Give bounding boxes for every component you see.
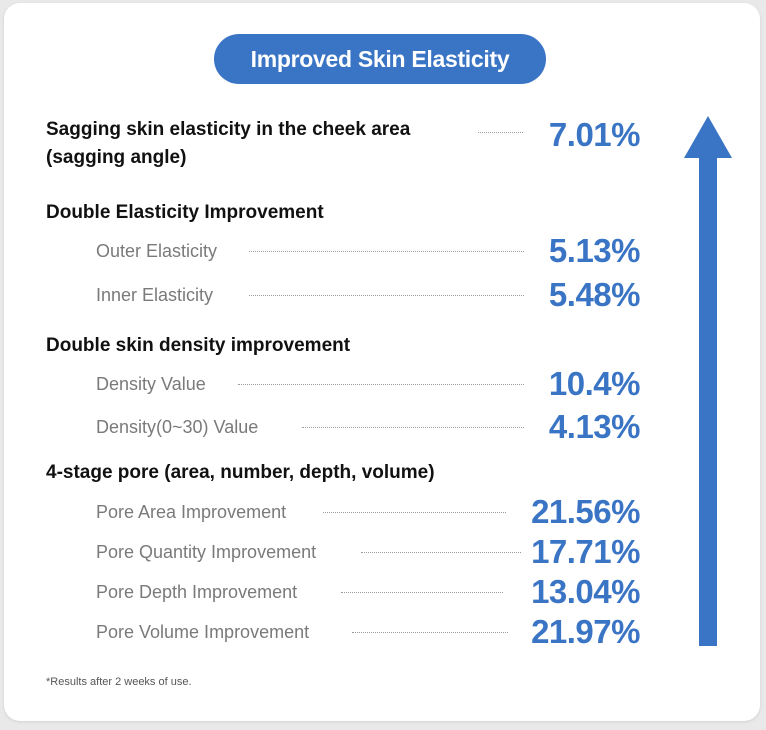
item-label: Outer Elasticity: [96, 241, 218, 261]
dotted-leader: [341, 592, 503, 593]
item-value: 21.56%: [531, 493, 640, 530]
list-item: Pore Volume Improvement 21.97%: [0, 612, 640, 652]
dotted-leader: [352, 632, 508, 633]
item-label: Density(0~30) Value: [96, 417, 259, 437]
dotted-leader: [249, 295, 524, 296]
item-label: Density Value: [96, 374, 206, 394]
item-value: 5.13%: [548, 232, 641, 269]
list-item: Inner Elasticity 5.48%: [0, 275, 641, 315]
top-item-label-line1: Sagging skin elasticity in the cheek are…: [46, 119, 411, 140]
section-heading: Double skin density improvement: [46, 335, 351, 356]
item-label: Pore Volume Improvement: [96, 622, 310, 642]
dotted-leader: [478, 132, 523, 133]
dotted-leader: [361, 552, 521, 553]
item-label: Inner Elasticity: [96, 285, 214, 305]
list-item: Pore Depth Improvement 13.04%: [0, 572, 640, 612]
list-item: Outer Elasticity 5.13%: [0, 231, 641, 271]
top-item-label-line2: (sagging angle): [46, 147, 187, 168]
top-item-value: 7.01%: [548, 116, 641, 153]
title-text: Improved Skin Elasticity: [250, 45, 510, 72]
top-item-row: Sagging skin elasticity in the cheek are…: [0, 116, 641, 176]
footnote: *Results after 2 weeks of use.: [46, 676, 192, 688]
list-item: Density(0~30) Value 4.13%: [0, 407, 641, 447]
section-heading: 4-stage pore (area, number, depth, volum…: [46, 462, 435, 483]
item-value: 13.04%: [531, 573, 640, 610]
item-value: 21.97%: [531, 613, 640, 650]
dotted-leader: [249, 251, 524, 252]
item-value: 5.48%: [548, 276, 641, 313]
title-badge: Improved Skin Elasticity: [214, 34, 546, 84]
item-value: 4.13%: [548, 408, 641, 445]
item-value: 17.71%: [531, 533, 640, 570]
item-label: Pore Area Improvement: [96, 502, 287, 522]
item-value: 10.4%: [548, 365, 641, 402]
item-label: Pore Quantity Improvement: [96, 542, 317, 562]
list-item: Pore Area Improvement 21.56%: [0, 492, 640, 532]
list-item: Density Value 10.4%: [0, 364, 641, 404]
dotted-leader: [238, 384, 524, 385]
list-item: Pore Quantity Improvement 17.71%: [0, 532, 640, 572]
section-heading: Double Elasticity Improvement: [46, 202, 324, 223]
dotted-leader: [323, 512, 506, 513]
results-card: [4, 3, 760, 721]
up-arrow-icon: [684, 116, 732, 646]
item-label: Pore Depth Improvement: [96, 582, 298, 602]
dotted-leader: [302, 427, 524, 428]
